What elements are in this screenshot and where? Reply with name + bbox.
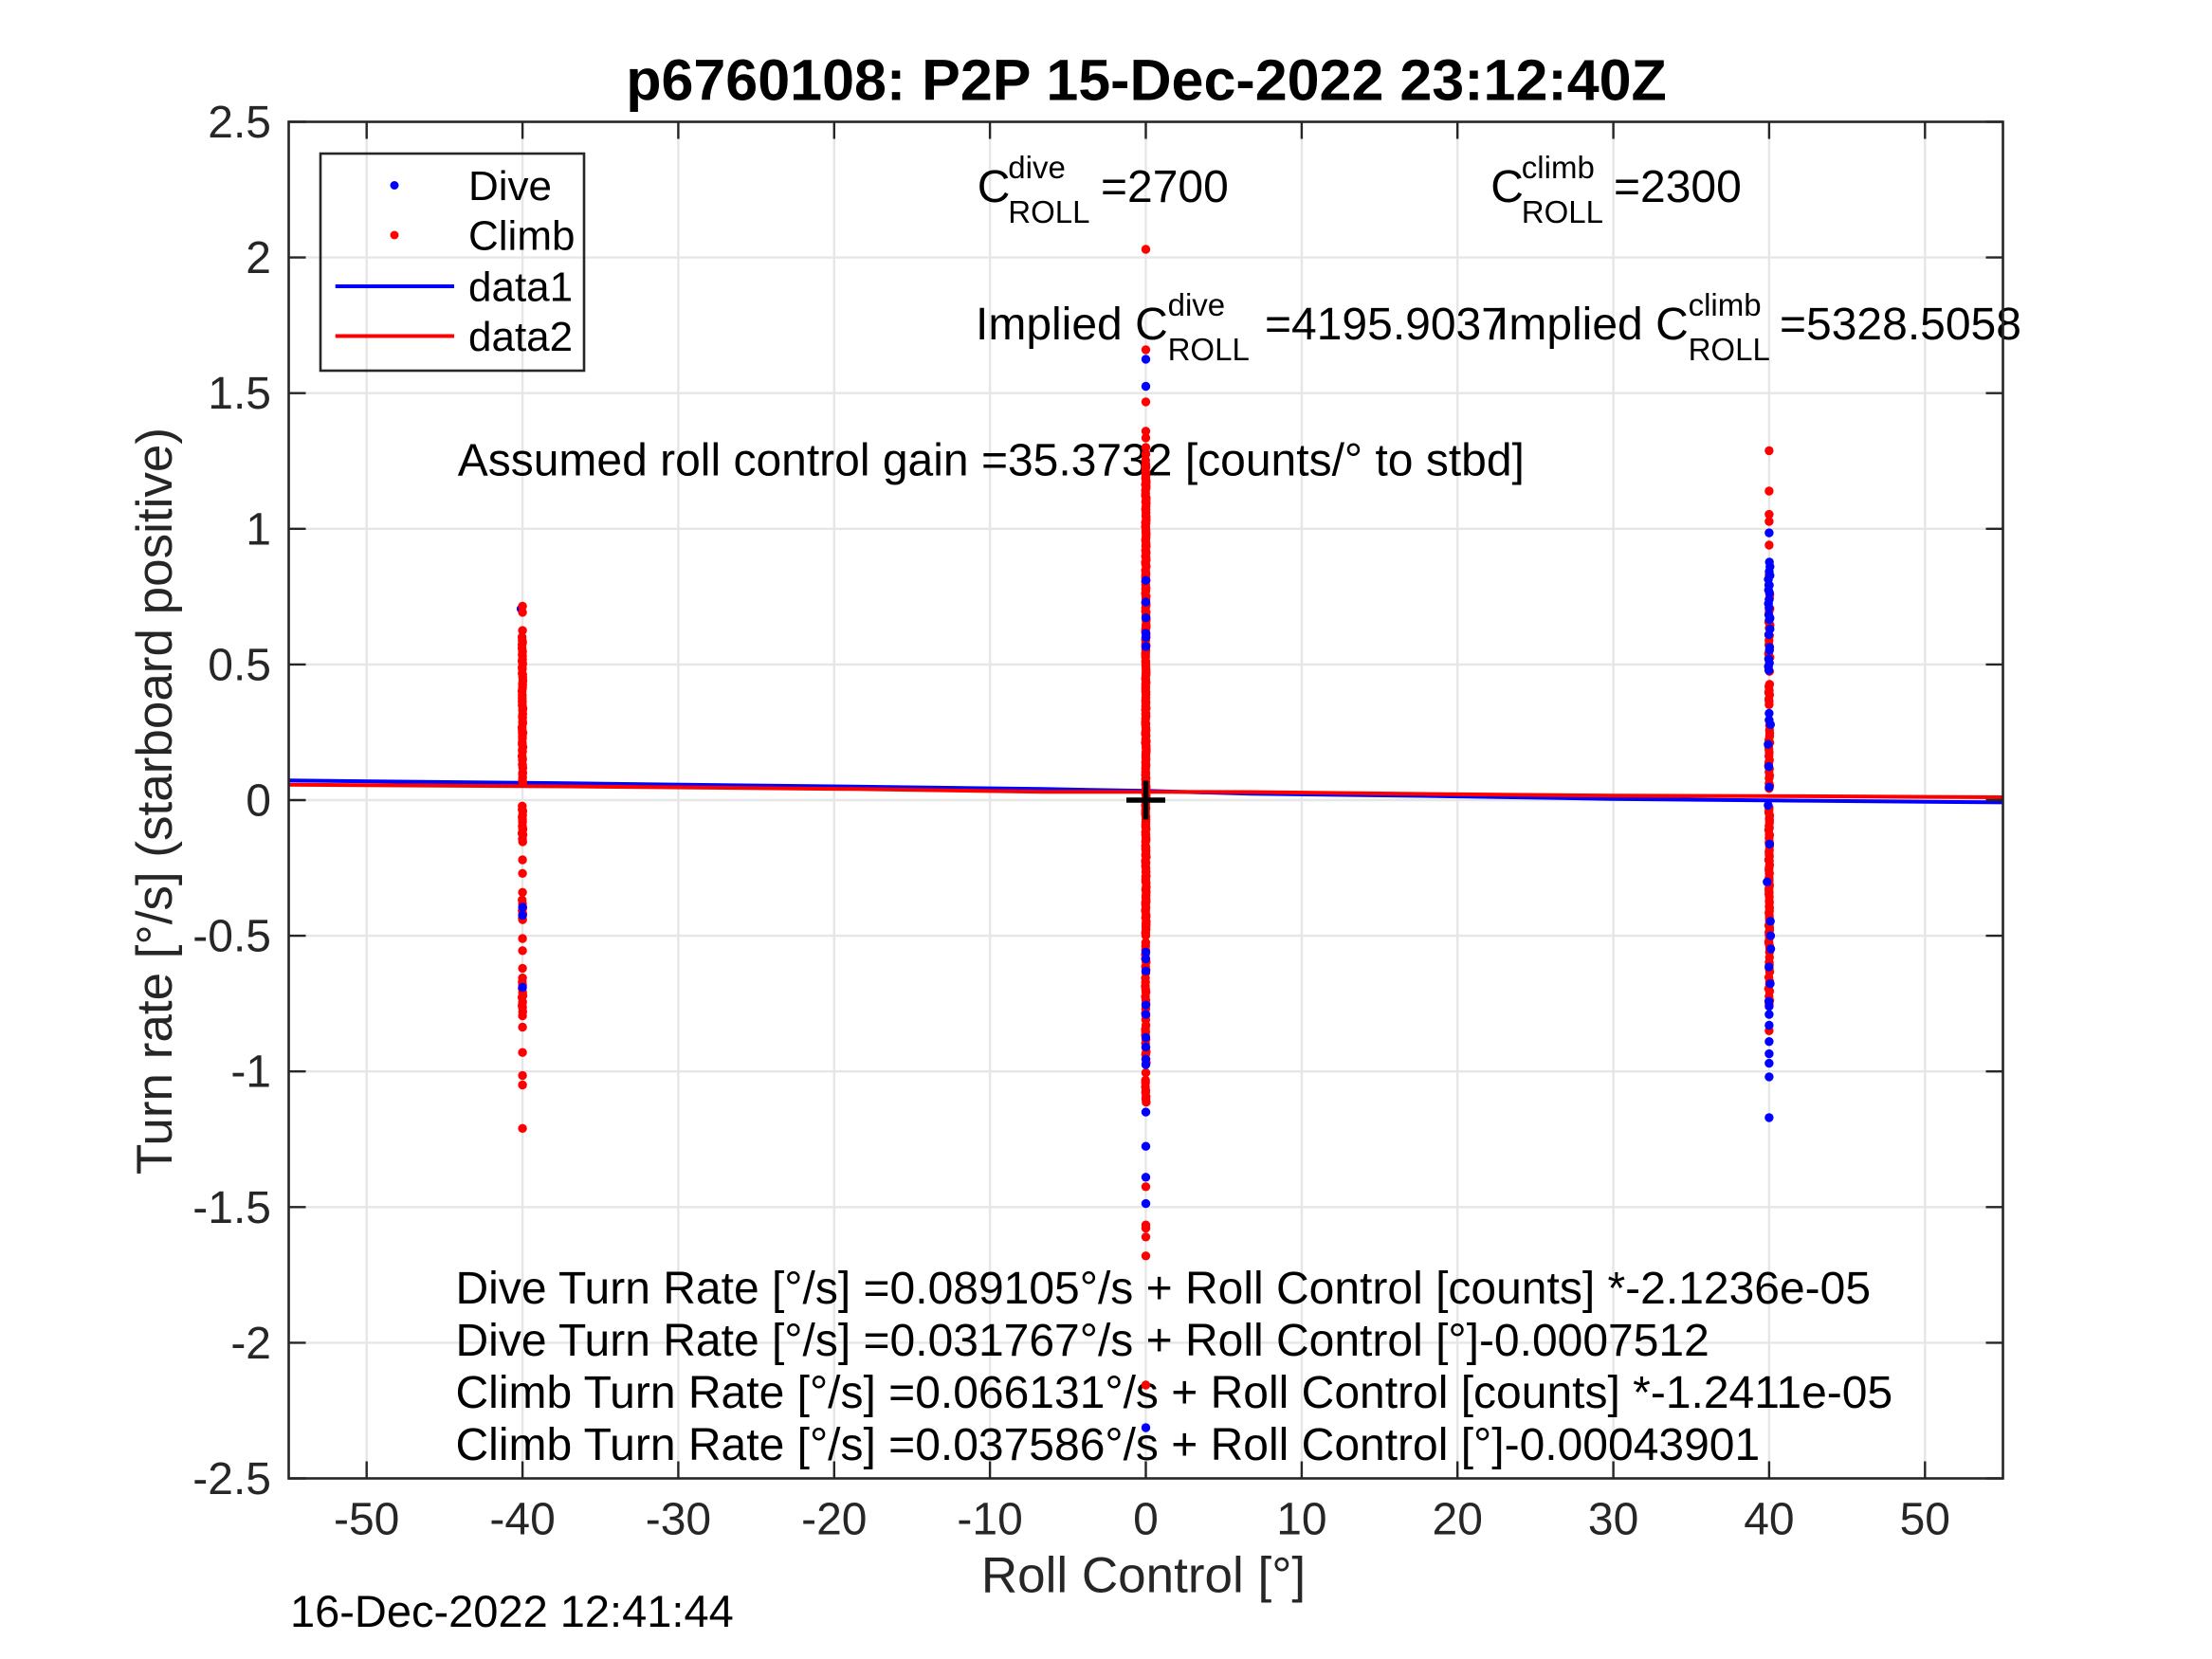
svg-text:-20: -20	[801, 1495, 867, 1545]
svg-text:20: 20	[1433, 1495, 1483, 1545]
svg-text:Implied C: Implied C	[1496, 300, 1689, 350]
svg-text:-0.5: -0.5	[192, 912, 271, 962]
svg-text:data2: data2	[468, 314, 573, 360]
svg-text:Turn rate [°/s] (starboard pos: Turn rate [°/s] (starboard positive)	[127, 428, 183, 1175]
svg-text:2: 2	[246, 233, 271, 283]
svg-text:10: 10	[1276, 1495, 1326, 1545]
svg-text:1.5: 1.5	[208, 369, 271, 419]
svg-text:=2300: =2300	[1614, 162, 1742, 212]
svg-text:Climb: Climb	[468, 213, 575, 260]
svg-text:0.5: 0.5	[208, 640, 271, 690]
svg-text:=4195.9037: =4195.9037	[1265, 300, 1507, 350]
svg-text:Climb Turn Rate [°/s] =0.06613: Climb Turn Rate [°/s] =0.066131°/s + Rol…	[456, 1368, 1893, 1418]
svg-text:ROLL: ROLL	[1522, 194, 1603, 229]
svg-text:Climb Turn Rate [°/s] =0.03758: Climb Turn Rate [°/s] =0.037586°/s + Rol…	[456, 1420, 1761, 1470]
svg-text:-30: -30	[646, 1495, 711, 1545]
svg-text:dive: dive	[1168, 287, 1226, 322]
svg-text:0: 0	[246, 776, 271, 827]
svg-text:climb: climb	[1522, 150, 1595, 185]
svg-text:Dive Turn Rate [°/s] =0.031767: Dive Turn Rate [°/s] =0.031767°/s + Roll…	[456, 1316, 1709, 1366]
svg-text:ROLL: ROLL	[1689, 332, 1770, 367]
svg-text:30: 30	[1588, 1495, 1638, 1545]
svg-text:1: 1	[246, 504, 271, 555]
svg-text:-2: -2	[230, 1319, 271, 1369]
svg-text:-1: -1	[230, 1048, 271, 1098]
svg-text:-40: -40	[489, 1495, 555, 1545]
svg-text:climb: climb	[1689, 287, 1762, 322]
svg-text:data1: data1	[468, 264, 573, 311]
svg-text:2.5: 2.5	[208, 98, 271, 148]
svg-text:-1.5: -1.5	[192, 1183, 271, 1233]
svg-text:0: 0	[1133, 1495, 1159, 1545]
svg-text:40: 40	[1744, 1495, 1794, 1545]
svg-text:Implied C: Implied C	[976, 300, 1168, 350]
svg-text:-50: -50	[334, 1495, 399, 1545]
svg-text:Assumed roll control gain =35.: Assumed roll control gain =35.3732 [coun…	[458, 436, 1525, 486]
svg-text:-10: -10	[957, 1495, 1022, 1545]
svg-text:=2700: =2700	[1101, 162, 1229, 212]
svg-text:Dive: Dive	[468, 163, 552, 210]
svg-text:Dive Turn Rate [°/s] =0.089105: Dive Turn Rate [°/s] =0.089105°/s + Roll…	[456, 1264, 1872, 1314]
svg-text:C: C	[1490, 162, 1524, 212]
svg-text:Roll Control [°]: Roll Control [°]	[981, 1548, 1306, 1604]
svg-text:50: 50	[1900, 1495, 1950, 1545]
svg-text:=5328.5058: =5328.5058	[1780, 300, 2021, 350]
svg-text:dive: dive	[1008, 150, 1066, 185]
svg-text:ROLL: ROLL	[1008, 194, 1089, 229]
svg-text:p6760108: P2P 15-Dec-2022 23:1: p6760108: P2P 15-Dec-2022 23:12:40Z	[626, 48, 1667, 113]
svg-text:C: C	[978, 162, 1011, 212]
svg-text:16-Dec-2022 12:41:44: 16-Dec-2022 12:41:44	[290, 1586, 734, 1636]
svg-text:-2.5: -2.5	[192, 1454, 271, 1504]
svg-text:ROLL: ROLL	[1168, 332, 1250, 367]
